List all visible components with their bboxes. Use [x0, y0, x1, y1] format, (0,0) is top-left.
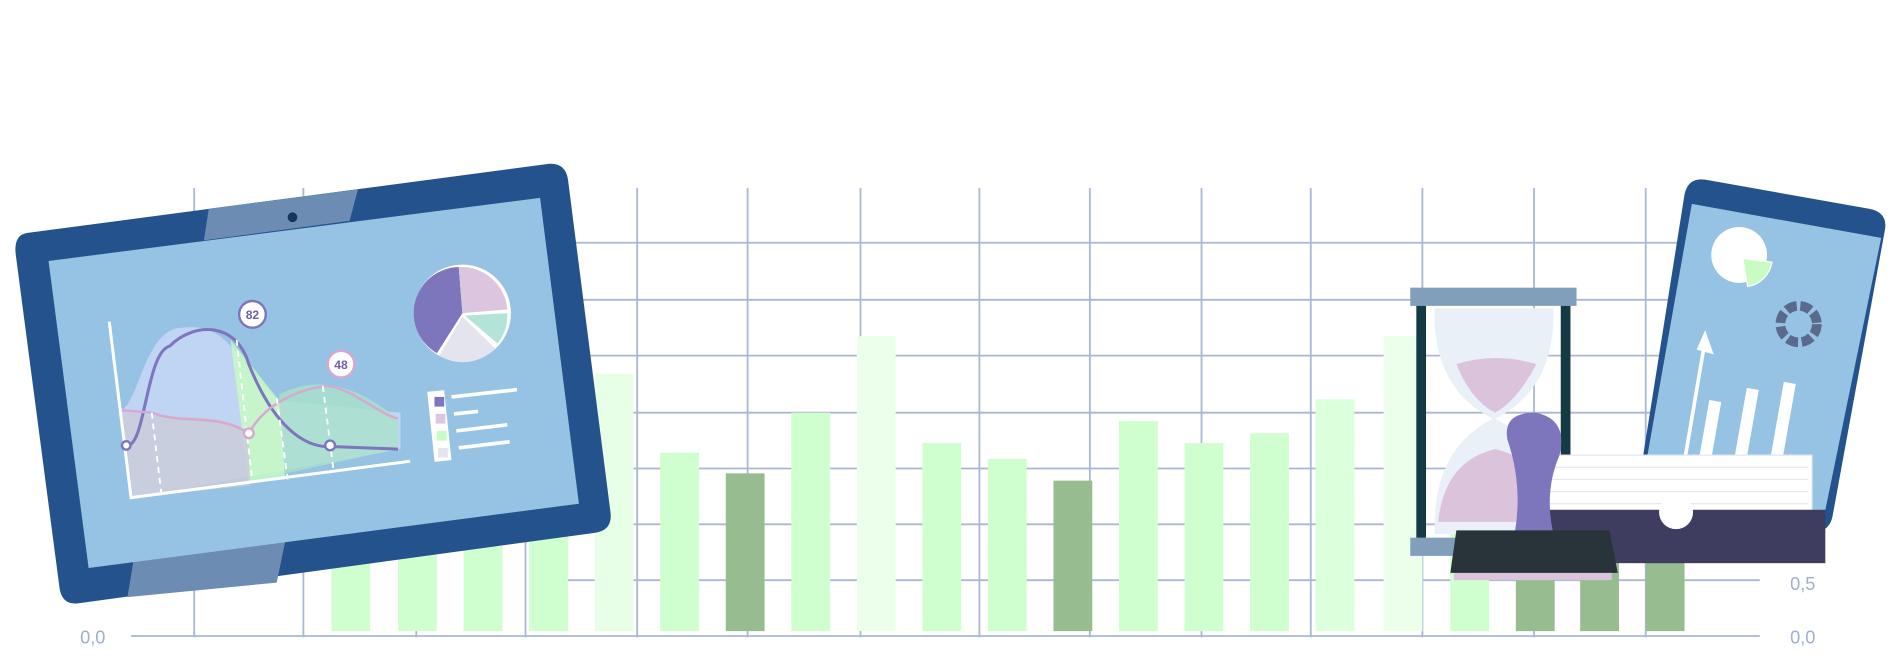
right-axis-label: 0,0 [1790, 627, 1815, 647]
phone [1638, 179, 1886, 532]
callout-value: 82 [246, 308, 260, 322]
right-axis-label: 0,5 [1790, 574, 1815, 594]
tablet: 82 48 [15, 163, 611, 604]
stamp [1450, 412, 1618, 581]
left-axis-label: 0,0 [80, 627, 105, 647]
background-bars [331, 336, 1685, 632]
callout-value: 48 [334, 358, 348, 372]
